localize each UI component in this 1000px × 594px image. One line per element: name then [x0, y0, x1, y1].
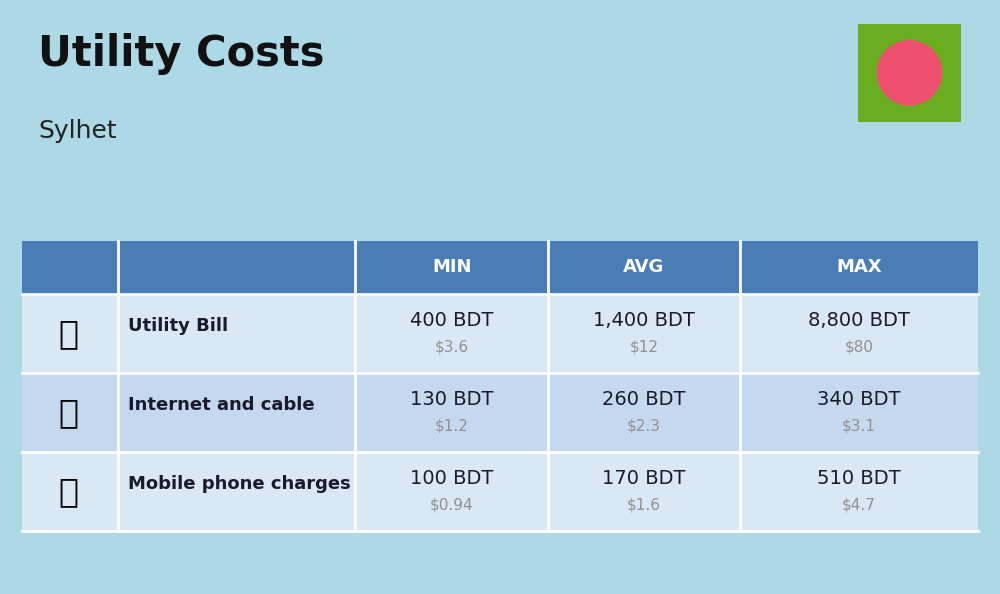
- Text: 100 BDT: 100 BDT: [410, 469, 494, 488]
- Text: MIN: MIN: [432, 258, 472, 276]
- Text: 📱: 📱: [58, 475, 78, 508]
- Text: Sylhet: Sylhet: [38, 119, 117, 143]
- Text: Mobile phone charges: Mobile phone charges: [128, 475, 351, 494]
- FancyBboxPatch shape: [22, 241, 978, 294]
- Text: AVG: AVG: [623, 258, 665, 276]
- Text: Utility Costs: Utility Costs: [38, 33, 324, 75]
- Text: $3.6: $3.6: [435, 339, 469, 354]
- Text: 510 BDT: 510 BDT: [817, 469, 901, 488]
- Text: $3.1: $3.1: [842, 418, 876, 433]
- Text: 170 BDT: 170 BDT: [602, 469, 686, 488]
- Text: 🔌: 🔌: [58, 317, 78, 350]
- FancyBboxPatch shape: [22, 452, 978, 531]
- FancyBboxPatch shape: [858, 24, 961, 122]
- Text: 340 BDT: 340 BDT: [817, 390, 901, 409]
- Text: MAX: MAX: [836, 258, 882, 276]
- Text: Utility Bill: Utility Bill: [128, 317, 228, 336]
- Text: $80: $80: [844, 339, 874, 354]
- Ellipse shape: [877, 40, 942, 106]
- Text: 260 BDT: 260 BDT: [602, 390, 686, 409]
- Text: $12: $12: [630, 339, 658, 354]
- Text: 400 BDT: 400 BDT: [410, 311, 494, 330]
- Text: 130 BDT: 130 BDT: [410, 390, 494, 409]
- Text: $4.7: $4.7: [842, 497, 876, 512]
- Text: 1,400 BDT: 1,400 BDT: [593, 311, 695, 330]
- Text: 📶: 📶: [58, 396, 78, 429]
- FancyBboxPatch shape: [22, 294, 978, 373]
- Text: $0.94: $0.94: [430, 497, 474, 512]
- Text: $2.3: $2.3: [627, 418, 661, 433]
- Text: $1.2: $1.2: [435, 418, 469, 433]
- Text: 8,800 BDT: 8,800 BDT: [808, 311, 910, 330]
- Text: $1.6: $1.6: [627, 497, 661, 512]
- FancyBboxPatch shape: [22, 373, 978, 452]
- Text: Internet and cable: Internet and cable: [128, 396, 315, 415]
